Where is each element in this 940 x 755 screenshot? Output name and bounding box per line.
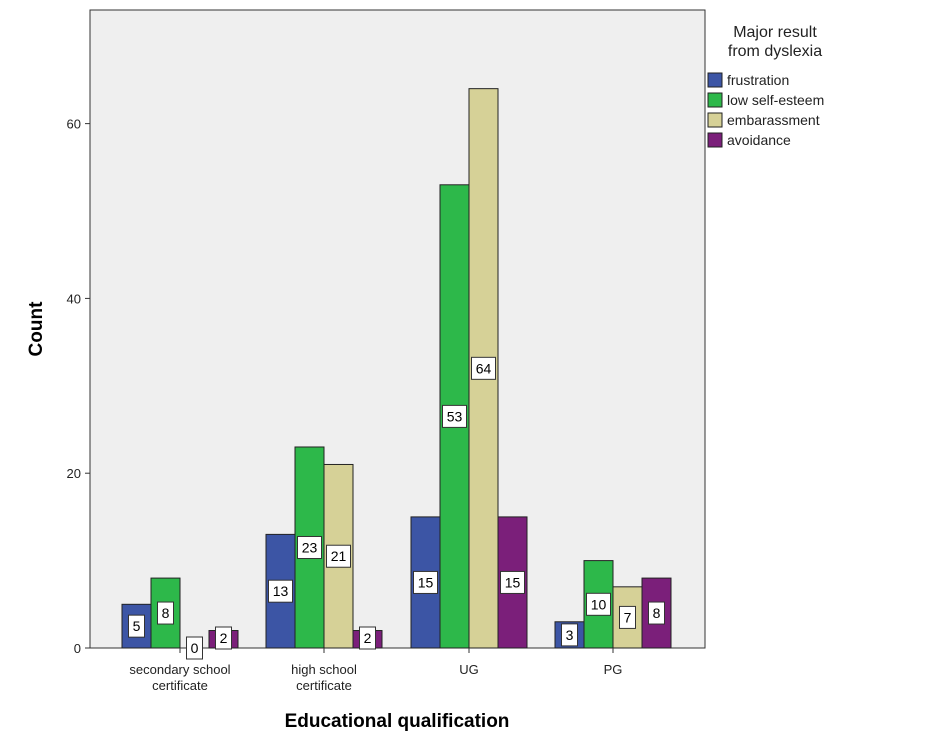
data-label-box-high-school-certificate-low-self-esteem — [297, 535, 322, 559]
data-label-box-ug-frustration — [413, 570, 438, 594]
y-tick-label-0: 0 — [74, 641, 81, 656]
legend-swatch-embarassment — [707, 112, 723, 128]
y-tick-label-40: 40 — [67, 291, 81, 306]
legend-label-embarassment: embarassment — [727, 112, 820, 128]
x-tick-label-pg: PG — [604, 662, 623, 677]
data-label-box-secondary-school-certificate-frustration — [128, 614, 145, 638]
data-label-box-secondary-school-certificate-avoidance — [215, 626, 232, 650]
legend-swatch-avoidance — [707, 132, 723, 148]
data-label-box-ug-low-self-esteem — [442, 404, 467, 428]
plot-area — [89, 9, 706, 649]
data-label-ug-avoidance: 15 — [505, 574, 521, 590]
data-label-high-school-certificate-frustration: 13 — [273, 583, 289, 599]
legend: Major result from dyslexia frustration lo… — [707, 24, 824, 148]
x-tick-label-secondary-school-certificate-line-1: secondary school — [129, 662, 230, 677]
legend-title-line-1: Major result — [733, 24, 817, 41]
x-axis-title: Educational qualification — [285, 711, 510, 732]
data-label-pg-low-self-esteem: 10 — [591, 596, 607, 612]
data-label-box-secondary-school-certificate-low-self-esteem — [157, 601, 174, 625]
legend-label-low-self-esteem: low self-esteem — [727, 92, 824, 108]
data-label-box-high-school-certificate-embarassment — [326, 544, 351, 568]
data-label-high-school-certificate-embarassment: 21 — [331, 548, 347, 564]
data-label-ug-embarassment: 64 — [476, 360, 492, 376]
data-label-box-high-school-certificate-frustration — [268, 579, 293, 603]
legend-swatch-frustration — [707, 72, 723, 88]
data-label-high-school-certificate-low-self-esteem: 23 — [302, 539, 318, 555]
y-axis-title: Count — [26, 301, 47, 357]
data-label-secondary-school-certificate-embarassment: 0 — [191, 640, 199, 656]
legend-swatch-low-self-esteem — [707, 92, 723, 108]
data-label-pg-frustration: 3 — [566, 627, 574, 643]
data-label-box-high-school-certificate-avoidance — [359, 626, 376, 650]
data-labels-group: 5 8 0 2 13 23 21 2 15 53 64 15 3 10 7 8 — [128, 356, 665, 660]
x-tick-label-secondary-school-certificate-line-2: certificate — [152, 678, 208, 693]
data-label-box-pg-avoidance — [648, 601, 665, 625]
legend-title-line-2: from dyslexia — [728, 43, 822, 60]
data-label-secondary-school-certificate-low-self-esteem: 8 — [162, 605, 170, 621]
data-label-pg-avoidance: 8 — [653, 605, 661, 621]
y-tick-label-60: 60 — [67, 117, 81, 132]
data-label-high-school-certificate-avoidance: 2 — [364, 630, 372, 646]
legend-label-frustration: frustration — [727, 72, 789, 88]
x-tick-label-high-school-certificate-line-1: high school — [291, 662, 357, 677]
data-label-pg-embarassment: 7 — [624, 609, 632, 625]
x-tick-label-high-school-certificate-line-2: certificate — [296, 678, 352, 693]
y-tick-label-20: 20 — [67, 466, 81, 481]
data-label-box-ug-avoidance — [500, 570, 525, 594]
data-label-box-pg-embarassment — [619, 605, 636, 629]
data-label-secondary-school-certificate-frustration: 5 — [133, 618, 141, 634]
data-label-box-pg-low-self-esteem — [586, 592, 611, 616]
data-label-ug-frustration: 15 — [418, 574, 434, 590]
data-label-box-secondary-school-certificate-embarassment — [186, 636, 203, 660]
bar-pg-embarassment — [612, 586, 643, 649]
data-label-box-pg-frustration — [561, 623, 578, 647]
legend-label-avoidance: avoidance — [727, 132, 791, 148]
data-label-box-ug-embarassment — [471, 356, 496, 380]
x-tick-label-ug: UG — [459, 662, 479, 677]
data-label-secondary-school-certificate-avoidance: 2 — [220, 630, 228, 646]
data-label-ug-low-self-esteem: 53 — [447, 408, 463, 424]
